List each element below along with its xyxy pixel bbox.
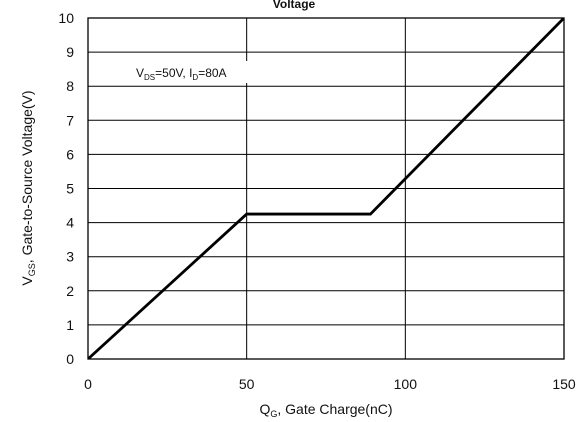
x-axis-label-main: Q [259, 401, 270, 417]
series-layer [88, 18, 564, 359]
annotation-part-id-sub: D [192, 73, 198, 82]
x-tick-label: 100 [394, 376, 418, 392]
y-tick-label: 8 [66, 78, 74, 94]
y-tick-label: 10 [58, 10, 74, 26]
y-tick-label: 6 [66, 146, 74, 162]
y-axis-label-rest: , Gate-to-Source Voltage(V) [19, 90, 35, 263]
x-tick-label: 0 [84, 376, 92, 392]
y-tick-label: 2 [66, 283, 74, 299]
y-axis-label-main: V [19, 276, 35, 286]
x-axis-label: QG, Gate Charge(nC) [259, 401, 392, 419]
annotation-text: VDS=50V, ID=80A [136, 66, 227, 82]
annotation-box: VDS=50V, ID=80A [126, 61, 286, 83]
annotation-part-vds-sub: DS [144, 73, 155, 82]
y-tick-label: 4 [66, 215, 74, 231]
annotation-background [126, 61, 286, 83]
y-tick-label: 7 [66, 112, 74, 128]
y-axis-label: VGS, Gate-to-Source Voltage(V) [19, 90, 37, 285]
grid-lines [88, 18, 564, 359]
chart-title: Voltage [273, 0, 316, 11]
annotation-part-id-value: =80A [198, 66, 226, 80]
y-tick-label: 3 [66, 249, 74, 265]
plot-frame [87, 17, 565, 360]
x-tick-label: 50 [239, 376, 255, 392]
x-tick-labels: 0 50 100 150 [84, 376, 576, 392]
y-tick-labels: 0 1 2 3 4 5 6 7 8 9 10 [58, 10, 74, 367]
annotation-part-vds-main: V [136, 66, 144, 80]
y-tick-label: 5 [66, 181, 74, 197]
x-axis-label-sub: G [270, 409, 277, 419]
y-tick-label: 0 [66, 351, 74, 367]
y-axis-label-sub: GS [27, 263, 37, 276]
x-axis-label-rest: , Gate Charge(nC) [277, 401, 392, 417]
annotation-part-id-main: =50V, I [155, 66, 192, 80]
gate-charge-line [88, 18, 564, 359]
x-tick-label: 150 [552, 376, 576, 392]
y-tick-label: 1 [66, 317, 74, 333]
y-tick-label: 9 [66, 44, 74, 60]
